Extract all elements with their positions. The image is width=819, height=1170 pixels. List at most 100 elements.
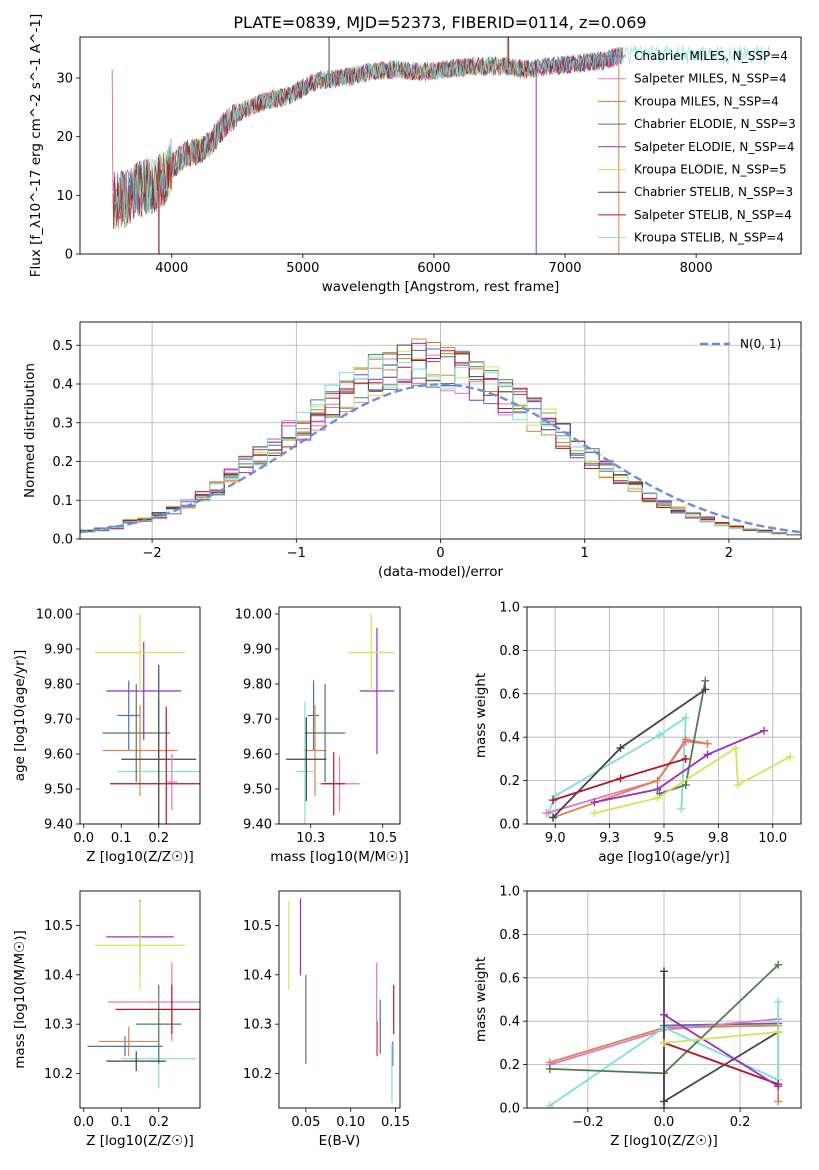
plot-area — [286, 614, 395, 824]
tick-label-x: 0.0 — [73, 831, 94, 846]
tick-label-y: 9.40 — [243, 818, 272, 833]
panel-z-age: 0.0 0.1 0.2 9.40 9.50 9.60 9.70 9.80 9.90 10.00 Z … — [12, 606, 201, 865]
axis-label-x: Z [log10(Z/Z☉)] — [86, 849, 194, 865]
tick-label-y: 10.4 — [44, 968, 73, 983]
tick-label-x: 2 — [725, 546, 733, 561]
plot-area — [111, 37, 770, 254]
weight-line — [549, 1001, 780, 1107]
tick-label-y: 0.8 — [499, 644, 520, 659]
tick-label-x: 10.0 — [758, 831, 787, 846]
plot-area — [95, 614, 200, 824]
axis-label-y: mass [log10(M/M☉)] — [12, 930, 28, 1069]
panel-z-mass: 0.0 0.1 0.2 10.2 10.3 10.4 10.5 Z [log10(Z/Z☉)]… — [12, 890, 201, 1149]
tick-label-y: 0.6 — [499, 687, 520, 702]
axis-label-y: Flux [f_λ10^-17 erg cm^-2 s^-1 A^-1] — [28, 14, 44, 277]
tick-label-x: 0.15 — [381, 1115, 410, 1130]
tick-label-x: 10.5 — [368, 831, 397, 846]
legend-label: Kroupa STELIB, N_SSP=4 — [634, 231, 784, 245]
tick-label-y: 10.2 — [44, 1067, 73, 1082]
tick-label-y: 0.5 — [52, 339, 73, 354]
legend-label: N(0, 1) — [740, 337, 781, 351]
axes-frame — [526, 890, 802, 1109]
tick-label-x: 9.8 — [708, 831, 729, 846]
axes-frame — [526, 606, 802, 825]
panel-residuals: −2 −1 0 1 2 0.0 0.1 0.2 0.3 0.4 0.5 (data-model)/er… — [22, 321, 802, 580]
tick-label-y: 10.2 — [243, 1067, 272, 1082]
tick-label-x: 6000 — [417, 261, 450, 276]
tick-label-y: 10.00 — [235, 608, 272, 623]
axes-frame — [79, 606, 201, 825]
tick-label-y: 10.00 — [36, 608, 73, 623]
tick-label-y: 0 — [65, 248, 73, 263]
tick-label-y: 10.5 — [243, 919, 272, 934]
axes-frame — [79, 890, 201, 1109]
tick-label-y: 9.90 — [243, 643, 272, 658]
tick-label-x: 9.5 — [654, 831, 675, 846]
axis-label-x: Z [log10(Z/Z☉)] — [610, 1133, 718, 1149]
axes-frame — [79, 321, 802, 540]
histogram-step — [80, 350, 801, 536]
legend-label: Salpeter MILES, N_SSP=4 — [634, 72, 787, 86]
tick-label-x: 9.3 — [599, 831, 620, 846]
tick-label-y: 9.90 — [44, 643, 73, 658]
tick-label-x: 0.1 — [111, 831, 132, 846]
tick-label-y: 1.0 — [499, 885, 520, 900]
tick-label-x: 0.10 — [336, 1115, 365, 1130]
legend-label: Chabrier MILES, N_SSP=4 — [634, 49, 788, 63]
axis-label-x: Z [log10(Z/Z☉)] — [86, 1133, 194, 1149]
tick-label-y: 10.3 — [44, 1018, 73, 1033]
spectrum-line — [111, 47, 623, 230]
tick-label-x: 10.3 — [296, 831, 325, 846]
tick-label-y: 9.60 — [44, 748, 73, 763]
tick-label-x: 0.0 — [654, 1115, 675, 1130]
plot-area — [542, 676, 795, 822]
legend-label: Kroupa MILES, N_SSP=4 — [634, 94, 779, 108]
tick-label-y: 10 — [56, 189, 73, 204]
tick-label-x: 0.1 — [111, 1115, 132, 1130]
panel-age-weight: 9.0 9.3 9.5 9.8 10.0 0.0 0.2 0.4 0.6 0.8 1.0 age [l… — [473, 601, 802, 865]
panel-spectrum: 4000 5000 6000 7000 8000 0 10 20 30 wavelength [A… — [28, 14, 802, 295]
tick-label-x: 4000 — [155, 261, 188, 276]
weight-line — [663, 1031, 779, 1044]
plot-area — [80, 338, 801, 536]
legend-label: Salpeter ELODIE, N_SSP=4 — [634, 140, 795, 154]
legend-label: Chabrier STELIB, N_SSP=3 — [634, 185, 793, 199]
tick-label-y: 10.4 — [243, 968, 272, 983]
axis-label-y: mass weight — [473, 673, 489, 758]
tick-label-x: 8000 — [680, 261, 713, 276]
tick-label-y: 0.8 — [499, 928, 520, 943]
tick-label-y: 9.80 — [44, 678, 73, 693]
tick-label-x: 7000 — [548, 261, 581, 276]
legend-label: Kroupa ELODIE, N_SSP=5 — [634, 163, 787, 177]
weight-line — [594, 729, 765, 804]
tick-label-x: 0.2 — [730, 1115, 751, 1130]
axes-frame — [278, 606, 401, 825]
axis-label-x: mass [log10(M/M☉)] — [270, 849, 409, 865]
tick-label-y: 0.4 — [499, 1015, 520, 1030]
tick-label-y: 0.0 — [52, 533, 73, 548]
tick-label-y: 0.4 — [499, 731, 520, 746]
axis-label-y: age [log10(age/yr)] — [12, 650, 28, 782]
tick-label-x: −1 — [287, 546, 306, 561]
tick-label-x: 5000 — [286, 261, 319, 276]
tick-label-y: 0.4 — [52, 378, 73, 393]
plot-area — [288, 898, 395, 1104]
tick-label-x: 0.2 — [148, 1115, 169, 1130]
legend: Chabrier MILES, N_SSP=4 Salpeter MILES, N… — [598, 49, 796, 245]
tick-label-y: 9.60 — [243, 748, 272, 763]
spectrum-line — [112, 47, 623, 229]
tick-label-y: 0.3 — [52, 416, 73, 431]
tick-label-x: 0.0 — [73, 1115, 94, 1130]
tick-label-y: 1.0 — [499, 601, 520, 616]
histogram-step — [80, 342, 801, 536]
tick-label-y: 9.50 — [44, 783, 73, 798]
axis-label-x: age [log10(age/yr)] — [598, 849, 730, 865]
tick-label-y: 0.0 — [499, 818, 520, 833]
spectrum-line — [114, 57, 540, 230]
tick-label-y: 10.5 — [44, 919, 73, 934]
axis-label-y: Normed distribution — [22, 363, 38, 498]
tick-label-y: 9.70 — [44, 713, 73, 728]
gaussian-curve — [80, 383, 801, 534]
